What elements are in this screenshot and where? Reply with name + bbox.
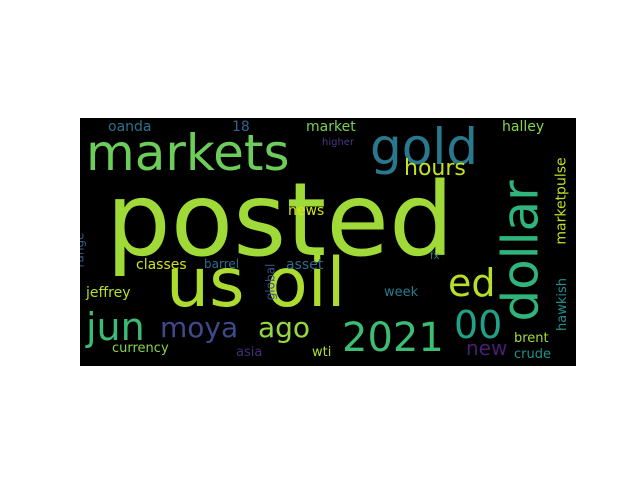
word-oanda: oanda bbox=[108, 119, 152, 135]
word-news: news bbox=[288, 203, 325, 219]
word-moya: moya bbox=[160, 311, 239, 344]
word-2021: 2021 bbox=[342, 315, 444, 361]
word-00: 00 bbox=[454, 303, 503, 347]
word-new: new bbox=[466, 336, 508, 360]
word-market: market bbox=[306, 119, 356, 135]
word-halley: halley bbox=[502, 119, 545, 135]
word-crude: crude bbox=[514, 347, 551, 362]
word-markets: markets bbox=[86, 124, 290, 182]
word-hawkish: hawkish bbox=[555, 278, 570, 331]
word-posted: posted bbox=[106, 161, 454, 280]
word-asia: asia bbox=[236, 345, 263, 360]
word-dollar: dollar bbox=[491, 180, 550, 322]
word-18: 18 bbox=[232, 119, 250, 135]
word-asset: asset bbox=[286, 257, 324, 273]
word-range: range bbox=[80, 232, 87, 268]
word-brent: brent bbox=[514, 331, 549, 346]
word-marketpulse: marketpulse bbox=[553, 157, 570, 245]
word-barrel: barrel bbox=[204, 257, 240, 271]
word-gold: gold bbox=[370, 118, 478, 176]
word-currency: currency bbox=[112, 341, 169, 356]
word-cloud: posted us oil markets gold dollar jun 20… bbox=[80, 118, 576, 366]
word-jun: jun bbox=[86, 305, 145, 349]
word-classes: classes bbox=[136, 257, 187, 273]
word-wti: wti bbox=[312, 345, 332, 360]
word-ed: ed bbox=[448, 261, 496, 305]
word-ago: ago bbox=[258, 311, 311, 344]
word-week: week bbox=[384, 285, 419, 300]
word-hours: hours bbox=[404, 156, 466, 181]
word-jeffrey: jeffrey bbox=[86, 285, 131, 301]
word-fx: fx bbox=[430, 251, 440, 262]
word-global: global bbox=[263, 263, 278, 301]
word-higher: higher bbox=[322, 137, 355, 148]
word-us-oil: us oil bbox=[166, 244, 346, 323]
